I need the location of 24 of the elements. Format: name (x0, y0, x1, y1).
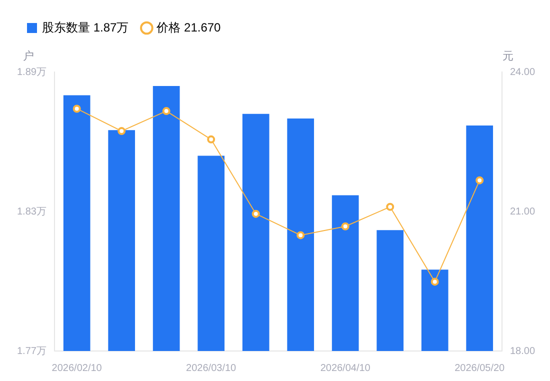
point (207, 135, 216, 144)
point (162, 107, 170, 116)
point (118, 127, 126, 136)
x-tick-label: 2026/04/10 (320, 362, 371, 374)
legend-label: 股东数量 1.87万 (42, 20, 129, 34)
y2-tick-label: 21.00 (510, 206, 536, 218)
x-tick-label: 2026/05/20 (454, 362, 506, 374)
y-axis-title: 户 (22, 50, 34, 63)
point (476, 176, 484, 184)
legend-label: 价格 21.670 (156, 20, 222, 34)
y-tick-label: 1.77万 (16, 346, 46, 357)
x-tick-label: 2026/03/10 (186, 362, 237, 374)
point (296, 231, 305, 240)
point (252, 210, 260, 218)
point (386, 202, 394, 211)
y2-tick-label: 18.00 (510, 346, 536, 357)
point (72, 104, 81, 113)
y2-tick-label: 24.00 (510, 66, 536, 78)
point (430, 278, 439, 286)
y-tick-label: 1.89万 (16, 66, 46, 78)
point (341, 222, 350, 230)
y2-axis-title: 元 (502, 50, 514, 63)
y-tick-label: 1.83万 (16, 206, 46, 218)
x-tick-label: 2026/02/10 (52, 362, 102, 374)
